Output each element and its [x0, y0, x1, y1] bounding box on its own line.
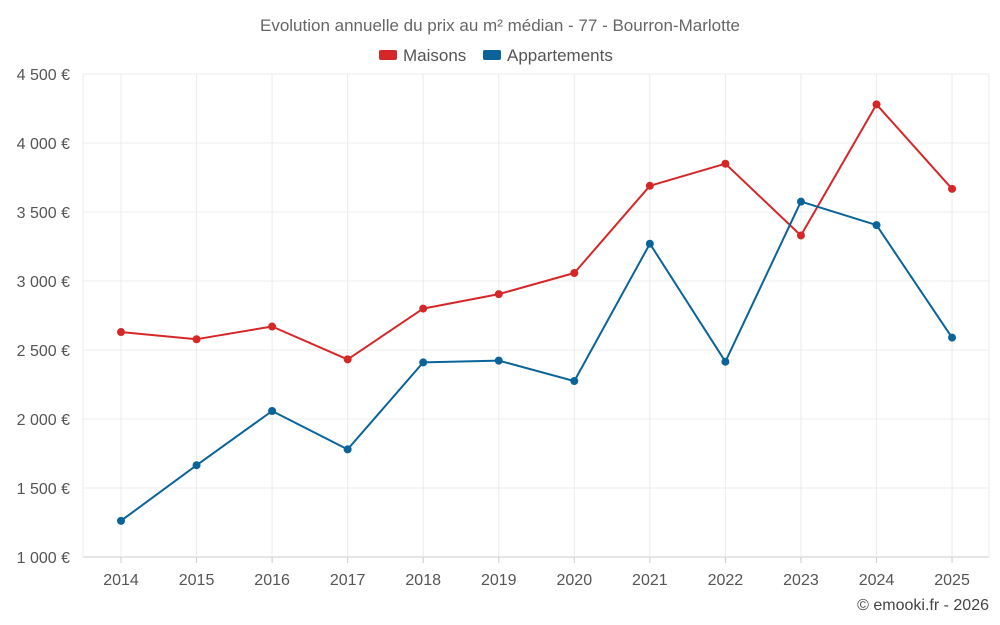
data-point-appartements[interactable]	[948, 333, 957, 342]
x-tick-label: 2015	[179, 572, 215, 589]
y-axis-ticks: 1 000 € 1 500 € 2 000 € 2 500 € 3 000 € 3 500…	[17, 67, 70, 567]
y-tick-label: 3 500 €	[17, 205, 70, 222]
series-line-appartements	[120, 200, 953, 522]
data-point-maisons[interactable]	[948, 184, 957, 193]
legend-swatch-appartements[interactable]	[483, 50, 501, 60]
data-point-maisons[interactable]	[645, 181, 654, 190]
data-point-appartements[interactable]	[494, 356, 503, 365]
chart-title: Evolution annuelle du prix au m² médian …	[260, 16, 740, 35]
data-point-appartements[interactable]	[570, 377, 579, 386]
y-tick-label: 4 000 €	[17, 136, 70, 153]
x-tick-label: 2025	[934, 572, 970, 589]
y-tick-label: 1 000 €	[17, 550, 70, 567]
y-tick-label: 1 500 €	[17, 481, 70, 498]
data-point-maisons[interactable]	[796, 231, 805, 240]
data-point-appartements[interactable]	[872, 221, 881, 230]
legend-label-maisons[interactable]: Maisons	[403, 46, 466, 65]
legend: Maisons Appartements	[379, 46, 613, 65]
x-tick-label: 2018	[405, 572, 441, 589]
x-tick-label: 2016	[254, 572, 290, 589]
y-tick-label: 2 500 €	[17, 343, 70, 360]
series-line-maisons	[120, 103, 953, 361]
x-tick-label: 2024	[859, 572, 895, 589]
data-point-maisons[interactable]	[872, 100, 881, 109]
x-tick-label: 2020	[557, 572, 593, 589]
data-point-appartements[interactable]	[796, 197, 805, 206]
grid	[82, 73, 990, 558]
x-tick-label: 2017	[330, 572, 366, 589]
data-point-maisons[interactable]	[343, 355, 352, 364]
data-point-maisons[interactable]	[419, 304, 428, 313]
data-point-appartements[interactable]	[268, 406, 277, 415]
x-axis-ticks: 2014 2015 2016 2017 2018 2019 2020 2021 2022 2023…	[103, 557, 970, 589]
legend-swatch-maisons[interactable]	[379, 50, 397, 60]
data-point-appartements[interactable]	[721, 357, 730, 366]
x-tick-label: 2022	[708, 572, 744, 589]
data-point-maisons[interactable]	[494, 290, 503, 299]
x-tick-label: 2023	[783, 572, 819, 589]
legend-label-appartements[interactable]: Appartements	[507, 46, 613, 65]
x-tick-label: 2021	[632, 572, 668, 589]
data-point-maisons[interactable]	[570, 268, 579, 277]
data-point-appartements[interactable]	[192, 461, 201, 470]
data-point-maisons[interactable]	[268, 322, 277, 331]
data-point-maisons[interactable]	[117, 328, 125, 337]
data-point-maisons[interactable]	[721, 159, 730, 168]
y-tick-label: 3 000 €	[17, 274, 70, 291]
data-point-maisons[interactable]	[192, 335, 201, 344]
data-point-appartements[interactable]	[645, 239, 654, 248]
y-tick-label: 4 500 €	[17, 67, 70, 84]
y-tick-label: 2 000 €	[17, 412, 70, 429]
credit: © emooki.fr - 2026	[857, 597, 989, 614]
data-point-appartements[interactable]	[343, 445, 352, 454]
x-tick-label: 2019	[481, 572, 517, 589]
data-point-appartements[interactable]	[419, 358, 428, 367]
x-tick-label: 2014	[103, 572, 139, 589]
series-group	[117, 100, 957, 525]
data-point-appartements[interactable]	[117, 516, 125, 525]
